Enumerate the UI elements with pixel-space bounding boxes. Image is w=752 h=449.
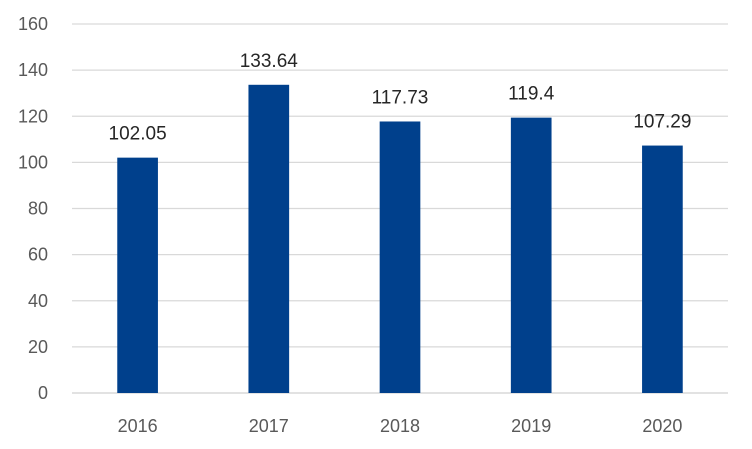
y-tick-label: 140 xyxy=(18,60,48,80)
x-tick-label: 2016 xyxy=(118,416,158,436)
data-label: 117.73 xyxy=(372,87,429,108)
data-label: 133.64 xyxy=(240,51,299,72)
y-axis: 0 20 40 60 80 100 120 140 160 xyxy=(18,14,48,403)
bar-2020 xyxy=(642,145,683,393)
y-tick-label: 0 xyxy=(38,383,48,403)
bar-2017 xyxy=(248,84,290,393)
y-tick-label: 40 xyxy=(28,291,48,311)
y-tick-label: 80 xyxy=(28,199,48,219)
bars xyxy=(117,84,683,394)
data-label: 119.4 xyxy=(508,84,555,105)
y-tick-label: 60 xyxy=(28,245,48,265)
x-tick-label: 2017 xyxy=(249,416,289,436)
y-tick-label: 120 xyxy=(18,106,48,126)
data-label: 102.05 xyxy=(109,124,167,145)
y-tick-label: 20 xyxy=(28,337,48,357)
bar-2019 xyxy=(510,117,552,393)
x-tick-label: 2019 xyxy=(511,416,551,436)
x-axis: 2016 2017 2018 2019 2020 xyxy=(118,416,683,436)
y-tick-label: 160 xyxy=(18,14,48,34)
data-labels: 102.05 133.64 117.73 119.4 107.29 xyxy=(109,51,692,145)
data-label: 107.29 xyxy=(633,112,691,133)
bar-2016 xyxy=(117,157,158,393)
y-tick-label: 100 xyxy=(18,152,48,172)
x-tick-label: 2018 xyxy=(380,416,420,436)
x-tick-label: 2020 xyxy=(642,416,682,436)
bar-2018 xyxy=(379,121,421,394)
